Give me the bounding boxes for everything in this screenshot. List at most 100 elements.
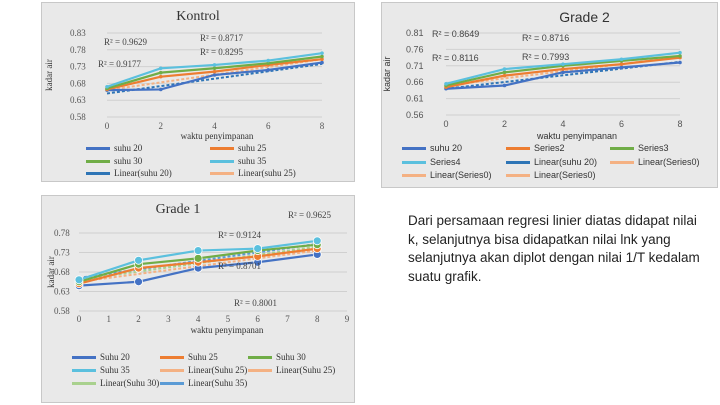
chart-grade2: 0.81 0.76 0.71 0.66 0.61 0.56 0 2 4 6 8 waktu penyi… <box>382 28 683 141</box>
chart-legend: suhu 20 Series2 Series3 Series4 Linear(suhu … <box>402 143 717 187</box>
data-point <box>502 83 507 88</box>
y-tick-label: 0.66 <box>406 77 424 87</box>
y-axis-label: kadar air <box>44 59 54 91</box>
legend-item: Suhu 30 <box>248 352 306 362</box>
x-tick-label: 7 <box>285 314 290 324</box>
trendline <box>106 58 323 92</box>
legend-item: Suhu 20 <box>72 352 130 362</box>
x-tick-label: 4 <box>196 314 201 324</box>
data-point <box>678 50 682 55</box>
legend-label: Linear(suhu 20) <box>114 168 172 178</box>
legend-item: Linear(Series0) <box>610 157 700 167</box>
r2-annotation: R² = 0.9177 <box>98 59 142 69</box>
legend-label: Suhu 35 <box>100 365 130 375</box>
y-tick-label: 0.71 <box>406 61 424 71</box>
legend-item: Linear(suhu 20) <box>506 157 597 167</box>
r2-annotation: R² = 0.9625 <box>288 210 332 220</box>
data-point <box>105 84 109 89</box>
legend-label: Series4 <box>430 156 461 167</box>
y-axis-label: kadar air <box>46 256 56 288</box>
legend-item: Linear(Series0) <box>506 170 596 180</box>
legend-swatch <box>86 147 110 151</box>
r2-annotation: R² = 0.9124 <box>218 230 262 240</box>
legend-swatch <box>86 159 110 163</box>
data-point <box>212 66 217 71</box>
x-tick-label: 4 <box>212 121 217 131</box>
data-point <box>266 68 271 72</box>
legend-item: suhu 20 <box>402 143 462 153</box>
data-point <box>212 63 217 67</box>
legend-label: Linear(Suhu 25) <box>276 365 336 375</box>
data-point <box>619 57 624 62</box>
y-tick-label: 0.63 <box>54 287 70 297</box>
x-tick-label: 2 <box>159 121 164 131</box>
legend-label: suhu 20 <box>430 143 463 153</box>
legend-item: Linear(Series0) <box>402 170 492 180</box>
chart-grade1-panel: Grade 1 0.78 0.73 0.68 0.63 0.58 0 1 2 3 4 5 6 7 8 9 wa… <box>41 195 355 403</box>
data-point <box>134 255 143 265</box>
legend-item: suhu 35 <box>210 156 266 166</box>
legend-label: Linear(Series0) <box>534 170 596 180</box>
data-point <box>502 67 507 71</box>
y-tick-label: 0.56 <box>406 110 424 120</box>
x-tick-label: 8 <box>320 121 325 131</box>
legend-item: Suhu 25 <box>160 352 218 362</box>
legend-item: Linear(Suhu 25) <box>160 365 247 375</box>
x-tick-label: 5 <box>226 314 231 324</box>
legend-swatch <box>72 369 96 373</box>
y-tick-label: 0.61 <box>406 94 424 104</box>
y-tick-label: 0.58 <box>54 306 70 316</box>
trendline <box>106 62 323 95</box>
r2-annotation: R² = 0.9629 <box>104 37 148 47</box>
x-tick-label: 6 <box>266 121 271 131</box>
legend-label: Suhu 20 <box>100 352 130 362</box>
legend-item: Linear(suhu 20) <box>86 168 172 178</box>
legend-item: Series4 <box>402 157 461 167</box>
legend-swatch <box>210 172 234 176</box>
x-tick-label: 3 <box>166 314 171 324</box>
x-axis-label: waktu penyimpanan <box>181 131 254 141</box>
legend-item: suhu 20 <box>86 143 142 153</box>
data-point <box>158 70 163 75</box>
legend-swatch <box>610 160 634 164</box>
y-tick-label: 0.58 <box>70 112 86 122</box>
data-point <box>619 62 624 66</box>
y-tick-label: 0.76 <box>406 44 424 54</box>
x-tick-label: 0 <box>105 121 110 131</box>
r2-annotation: R² = 0.8649 <box>432 29 479 39</box>
chart-grade1: 0.78 0.73 0.68 0.63 0.58 0 1 2 3 4 5 6 7 8 9 waktu peny… <box>46 210 350 335</box>
legend-swatch <box>160 356 184 360</box>
legend-swatch <box>402 160 426 164</box>
x-tick-label: 6 <box>619 119 624 129</box>
x-tick-label: 8 <box>315 314 320 324</box>
y-tick-label: 0.83 <box>70 28 86 38</box>
chart-kontrol: 0.83 0.78 0.73 0.68 0.63 0.58 0 2 4 6 8 waktu penyi… <box>44 28 325 141</box>
x-tick-label: 6 <box>255 314 260 324</box>
legend-label: Linear(suhu 25) <box>238 168 296 178</box>
data-point <box>212 73 217 77</box>
chart-legend: Suhu 20 Suhu 25 Suhu 30 Suhu 35 Linear(Suhu … <box>72 352 352 404</box>
legend-swatch <box>402 147 426 151</box>
legend-swatch <box>506 174 530 178</box>
data-point <box>212 69 217 74</box>
data-point <box>561 67 565 71</box>
data-point <box>320 51 324 55</box>
legend-swatch <box>72 356 96 360</box>
legend-swatch <box>210 159 234 163</box>
y-tick-label: 0.73 <box>70 62 86 72</box>
x-tick-label: 0 <box>443 119 448 129</box>
x-tick-label: 2 <box>502 119 507 129</box>
chart-grade2-panel: Grade 2 0.81 0.76 0.71 0.66 0.61 0.56 0 2 4 6 8 wak… <box>381 2 718 188</box>
legend-swatch <box>160 369 184 373</box>
x-tick-label: 2 <box>136 314 141 324</box>
legend-item: Series2 <box>506 143 565 153</box>
chart-title: Grade 1 <box>155 202 201 217</box>
legend-label: suhu 25 <box>238 143 267 153</box>
legend-item: suhu 30 <box>86 156 142 166</box>
data-point <box>444 82 448 86</box>
data-point <box>502 73 507 78</box>
y-axis-label: kadar air <box>382 56 392 91</box>
data-point <box>619 65 624 70</box>
legend-item: Linear(Suhu 30) <box>72 378 159 388</box>
data-point <box>561 62 565 66</box>
